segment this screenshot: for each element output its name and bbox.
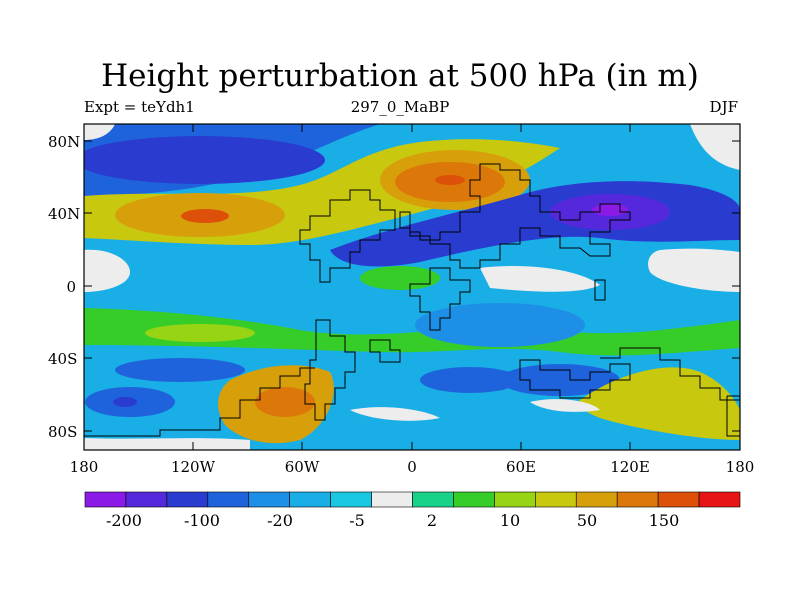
field-low-north-pacific bbox=[84, 136, 325, 184]
lon-label-60w: 60W bbox=[284, 458, 320, 476]
colorbar-swatch bbox=[289, 491, 331, 508]
field-low-south-west-core bbox=[113, 397, 137, 407]
colorbar-swatch bbox=[657, 491, 700, 508]
lat-label-40n: 40N bbox=[48, 205, 81, 223]
period-label: 297_0_MaBP bbox=[350, 98, 450, 116]
colorbar-swatch bbox=[166, 491, 209, 508]
colorbar bbox=[84, 491, 741, 508]
colorbar-swatch bbox=[84, 491, 127, 508]
season-label: DJF bbox=[709, 98, 738, 116]
field-green-atlantic bbox=[360, 266, 440, 290]
colorbar-swatch bbox=[125, 491, 168, 508]
field-neutral-west bbox=[84, 249, 130, 292]
field-neutral-southatlantic bbox=[350, 407, 440, 421]
lon-label-180w: 180 bbox=[69, 458, 99, 476]
field-high-eurasia-core bbox=[435, 175, 465, 185]
coastline-south-america bbox=[304, 319, 356, 421]
field-blue-indian bbox=[415, 303, 585, 347]
field-neutral-northeast bbox=[690, 124, 740, 170]
field-high-pacific-core bbox=[181, 209, 229, 223]
colorbar-label: -200 bbox=[106, 511, 142, 530]
colorbar-label: 2 bbox=[426, 511, 438, 530]
coastline-australia bbox=[600, 347, 740, 401]
colorbar-swatch bbox=[453, 491, 495, 508]
colorbar-swatch bbox=[371, 491, 413, 508]
colorbar-swatch bbox=[698, 491, 741, 508]
colorbar-swatch bbox=[616, 491, 659, 508]
lat-label-40s: 40S bbox=[48, 350, 78, 368]
colorbar-swatch bbox=[575, 491, 618, 508]
lat-label-80n: 80N bbox=[48, 133, 81, 151]
lat-label-0: 0 bbox=[66, 278, 76, 296]
colorbar-label: 150 bbox=[648, 511, 680, 530]
coastline-north-america bbox=[299, 189, 396, 283]
colorbar-swatch bbox=[248, 491, 290, 508]
coastlines bbox=[84, 163, 740, 437]
field-green-south bbox=[84, 308, 740, 356]
field-low-south-atlantic bbox=[420, 367, 520, 393]
field-neutral-central bbox=[480, 265, 600, 292]
lon-label-60e: 60E bbox=[505, 458, 537, 476]
lon-label-120w: 120W bbox=[170, 458, 216, 476]
field-yellowgreen-south bbox=[145, 324, 255, 342]
colorbar-label: -5 bbox=[349, 511, 365, 530]
colorbar-label: 10 bbox=[499, 511, 521, 530]
colorbar-label: 50 bbox=[576, 511, 598, 530]
lon-label-0: 0 bbox=[407, 458, 417, 476]
coastline-small-island bbox=[369, 339, 401, 363]
colorbar-label: -20 bbox=[267, 511, 293, 530]
map-title: Height perturbation at 500 hPa (in m) bbox=[101, 58, 699, 94]
lon-label-120e: 120E bbox=[610, 458, 650, 476]
coastline-indian-ocean-margin bbox=[519, 359, 631, 399]
lat-label-80s: 80S bbox=[48, 423, 78, 441]
lon-label-180e: 180 bbox=[725, 458, 755, 476]
colorbar-swatch bbox=[207, 491, 250, 508]
colorbar-label: -100 bbox=[184, 511, 220, 530]
height-field bbox=[84, 124, 740, 450]
coastline-madagascar bbox=[594, 279, 606, 301]
field-low-south-mid bbox=[115, 358, 245, 382]
coastline-eurasia bbox=[399, 163, 631, 269]
coastline-antarctic-margin bbox=[84, 367, 315, 437]
field-neutral-southwest bbox=[84, 438, 250, 450]
colorbar-swatch bbox=[412, 491, 454, 508]
colorbar-swatch bbox=[535, 491, 577, 508]
field-neutral-east bbox=[648, 248, 740, 292]
colorbar-swatch bbox=[330, 491, 372, 508]
field-neutral-southindian bbox=[530, 399, 600, 412]
experiment-label: Expt = teYdh1 bbox=[84, 98, 195, 116]
field-neutral-northwest bbox=[84, 124, 115, 140]
field-high-south-pacific-core bbox=[255, 387, 315, 417]
coastline-africa bbox=[409, 267, 471, 331]
map-ticks bbox=[84, 124, 740, 450]
coastline-new-zealand bbox=[726, 395, 740, 437]
colorbar-swatch bbox=[494, 491, 536, 508]
field-low-asia-peak bbox=[592, 204, 628, 216]
